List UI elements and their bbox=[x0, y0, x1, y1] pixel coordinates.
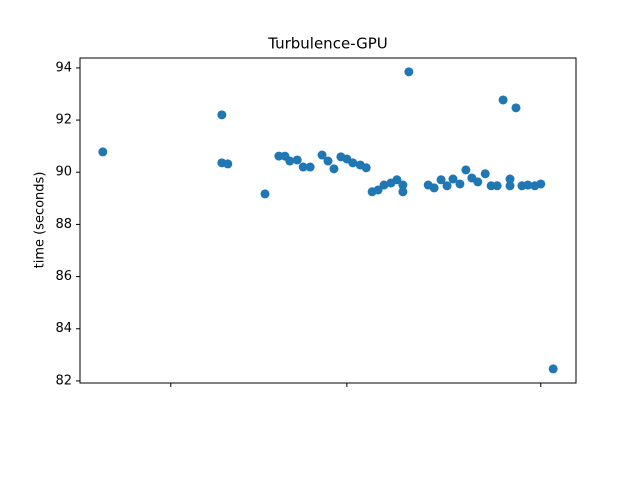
point bbox=[317, 150, 327, 160]
point bbox=[323, 156, 333, 166]
y-axis-label: time (seconds) bbox=[33, 172, 48, 269]
chart-title: Turbulence-GPU bbox=[267, 35, 388, 53]
y-tick-label: 82 bbox=[55, 373, 72, 388]
point bbox=[392, 175, 402, 185]
point bbox=[223, 159, 233, 169]
point bbox=[511, 103, 521, 113]
point bbox=[473, 177, 483, 187]
y-tick-label: 90 bbox=[55, 165, 72, 180]
y-tick-label: 88 bbox=[55, 217, 72, 232]
point bbox=[373, 185, 383, 195]
point bbox=[404, 67, 414, 77]
plot-frame bbox=[79, 57, 577, 384]
y-tick-label: 84 bbox=[55, 321, 72, 336]
point bbox=[505, 174, 515, 184]
point bbox=[361, 163, 371, 173]
point bbox=[505, 181, 515, 191]
point bbox=[536, 179, 546, 189]
y-tick-label: 92 bbox=[55, 113, 72, 128]
point bbox=[217, 110, 227, 120]
point bbox=[285, 156, 295, 166]
point bbox=[436, 175, 446, 185]
point bbox=[292, 155, 302, 165]
point bbox=[260, 189, 270, 199]
point bbox=[492, 181, 502, 191]
point bbox=[379, 180, 389, 190]
y-tick-label: 94 bbox=[55, 60, 72, 75]
point bbox=[442, 181, 452, 191]
point bbox=[480, 169, 490, 179]
point bbox=[348, 158, 358, 168]
point bbox=[498, 95, 508, 105]
point bbox=[461, 165, 471, 175]
point bbox=[298, 162, 308, 172]
point bbox=[98, 147, 108, 157]
point bbox=[305, 162, 315, 172]
point bbox=[548, 364, 558, 374]
point bbox=[329, 164, 339, 174]
point bbox=[448, 174, 458, 184]
y-tick-label: 86 bbox=[55, 269, 72, 284]
point bbox=[429, 183, 439, 193]
point bbox=[398, 187, 408, 197]
point bbox=[398, 180, 408, 190]
point bbox=[523, 180, 533, 190]
point bbox=[455, 179, 465, 189]
